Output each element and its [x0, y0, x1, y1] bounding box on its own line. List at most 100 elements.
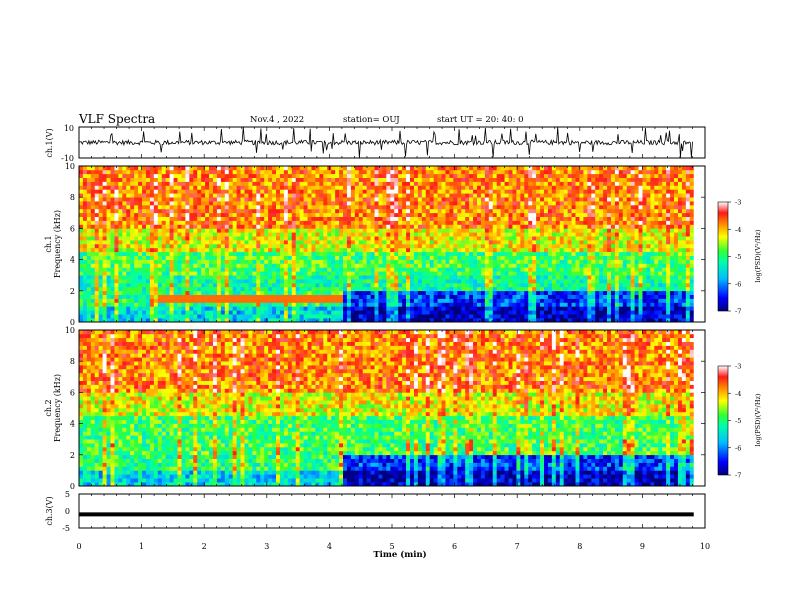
- spectrogram-cell: [331, 197, 336, 202]
- spectrogram-cell: [283, 255, 289, 260]
- spectrogram-cell: [134, 173, 139, 178]
- spectrogram-cell: [406, 310, 411, 315]
- spectrogram-cell: [181, 189, 186, 194]
- spectrogram-cell: [236, 298, 241, 303]
- spectrogram-cell: [425, 244, 431, 249]
- spectrogram-cell: [528, 271, 533, 276]
- spectrogram-cell: [220, 197, 226, 202]
- spectrogram-cell: [205, 173, 210, 178]
- spectrogram-cell: [433, 193, 438, 198]
- spectrogram-cell: [496, 228, 501, 233]
- spectrogram-cell: [362, 216, 367, 221]
- spectrogram-cell: [276, 166, 281, 171]
- spectrogram-cell: [279, 306, 285, 311]
- spectrogram-cell: [268, 220, 273, 225]
- spectrogram-cell: [374, 228, 379, 233]
- spectrogram-cell: [406, 212, 411, 217]
- spectrogram-cell: [335, 298, 340, 303]
- spectrogram-cell: [488, 185, 494, 190]
- spectrogram-cell: [212, 271, 218, 276]
- spectrogram-cell: [142, 294, 147, 299]
- spectrogram-cell: [457, 185, 462, 190]
- spectrogram-cell: [536, 166, 541, 171]
- spectrogram-cell: [209, 240, 214, 245]
- spectrogram-cell: [224, 290, 230, 295]
- spectrogram-cell: [287, 247, 293, 253]
- spectrogram-cell: [264, 240, 269, 245]
- spectrogram-cell: [295, 318, 300, 323]
- spectrogram-cell: [358, 283, 364, 288]
- spectrogram-cell: [79, 205, 84, 210]
- spectrogram-cell: [106, 298, 111, 303]
- spectrogram-cell: [457, 189, 462, 194]
- spectrogram-cell: [256, 290, 261, 295]
- spectrogram-cell: [118, 259, 123, 264]
- spectrogram-cell: [402, 251, 407, 256]
- spectrogram-cell: [339, 205, 344, 210]
- spectrogram-cell: [232, 166, 237, 171]
- spectrogram-cell: [279, 169, 285, 175]
- spectrogram-cell: [335, 236, 340, 241]
- spectrogram-cell: [449, 177, 454, 182]
- spectrogram-cell: [508, 201, 513, 206]
- spectrogram-cell: [421, 208, 427, 214]
- spectrogram-cell: [212, 290, 218, 295]
- spectrogram-cell: [295, 228, 300, 233]
- spectrogram-cell: [492, 310, 497, 315]
- spectrogram-cell: [236, 306, 241, 311]
- spectrogram-cell: [303, 271, 308, 276]
- spectrogram-cell: [362, 244, 367, 249]
- spectrogram-cell: [224, 224, 230, 229]
- spectrogram-cell: [555, 286, 561, 292]
- spectrogram-cell: [543, 263, 549, 268]
- spectrogram-cell: [256, 255, 261, 260]
- spectrogram-cell: [469, 244, 474, 249]
- spectrogram-cell: [287, 271, 293, 276]
- spectrogram-cell: [276, 240, 281, 245]
- spectrogram-cell: [457, 212, 462, 217]
- spectrogram-cell: [228, 177, 233, 182]
- spectrogram-cell: [149, 286, 155, 292]
- spectrogram-cell: [287, 240, 293, 245]
- spectrogram-cell: [413, 247, 419, 253]
- spectrogram-cell: [524, 263, 529, 268]
- spectrogram-cell: [268, 302, 273, 307]
- spectrogram-cell: [331, 169, 336, 175]
- spectrogram-cell: [528, 197, 533, 202]
- spectrogram-cell: [197, 255, 202, 260]
- spectrogram-cell: [279, 283, 285, 288]
- spectrogram-cell: [465, 251, 470, 256]
- spectrogram-cell: [350, 205, 356, 210]
- spectrogram-cell: [130, 298, 135, 303]
- spectrogram-cell: [551, 166, 557, 171]
- spectrogram-cell: [106, 275, 111, 280]
- spectrogram-cell: [350, 173, 356, 178]
- spectrogram-cell: [90, 318, 96, 323]
- spectrogram-cell: [130, 240, 135, 245]
- spectrogram-cell: [331, 279, 336, 284]
- spectrogram-cell: [157, 290, 163, 295]
- spectrogram-cell: [528, 302, 533, 307]
- spectrogram-cell: [264, 271, 269, 276]
- spectrogram-cell: [149, 232, 155, 237]
- spectrogram-cell: [540, 224, 545, 229]
- spectrogram-cell: [512, 318, 517, 323]
- spectrogram-cell: [209, 173, 214, 178]
- spectrogram-cell: [343, 244, 348, 249]
- spectrogram-cell: [488, 236, 494, 241]
- spectrogram-cell: [350, 310, 356, 315]
- spectrogram-cell: [390, 228, 395, 233]
- spectrogram-cell: [520, 306, 525, 311]
- spectrogram-cell: [524, 185, 529, 190]
- spectrogram-cell: [169, 298, 174, 303]
- spectrogram-cell: [185, 212, 190, 217]
- spectrogram-cell: [142, 205, 147, 210]
- spectrogram-cell: [413, 216, 419, 221]
- spectrogram-cell: [311, 275, 316, 280]
- spectrogram-cell: [161, 271, 166, 276]
- spectrogram-cell: [220, 271, 226, 276]
- spectrogram-cell: [477, 298, 482, 303]
- spectrogram-cell: [469, 286, 474, 292]
- spectrogram-cell: [484, 185, 490, 190]
